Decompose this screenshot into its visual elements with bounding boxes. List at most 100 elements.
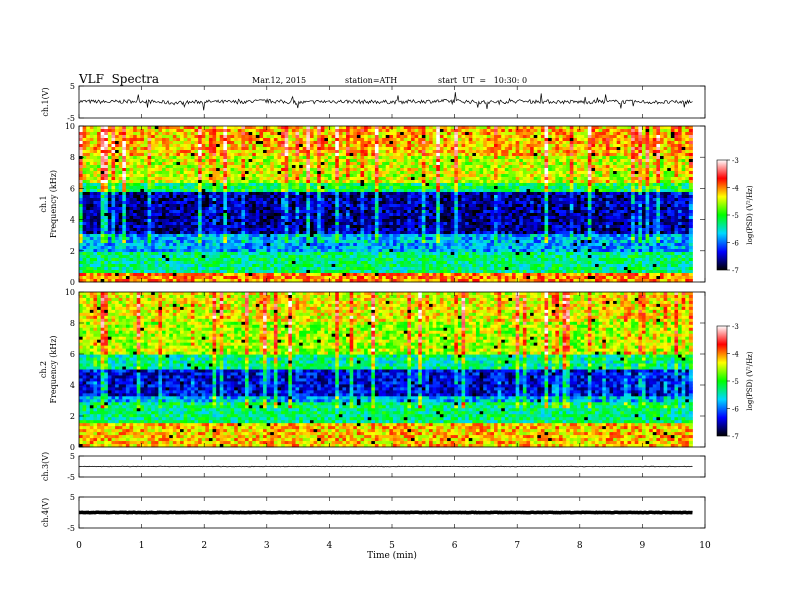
ch1-spectrogram-cell: [198, 162, 203, 166]
ch1-spectrogram-cell: [230, 186, 235, 190]
ch1-spectrogram-cell: [558, 198, 563, 202]
ch1-spectrogram-cell: [306, 189, 311, 193]
ch1-spectrogram-cell: [143, 174, 148, 178]
ch1-spectrogram-cell: [122, 129, 127, 133]
ch1-spectrogram-cell: [82, 198, 87, 202]
ch1-spectrogram-cell: [447, 195, 452, 199]
ch1-spectrogram-cell: [104, 153, 109, 157]
ch1-spectrogram-cell: [447, 189, 452, 193]
ch1-spectrogram-cell: [537, 144, 542, 148]
ch1-spectrogram-cell: [533, 180, 538, 184]
ch1-spectrogram-cell: [107, 192, 112, 196]
ch1-spectrogram-cell: [551, 171, 556, 175]
ch1-spectrogram-cell: [512, 192, 517, 196]
ch1-spectrogram-cell: [587, 165, 592, 169]
ch1-spectrogram-cell: [667, 210, 672, 214]
ch1-spectrogram-cell: [573, 189, 578, 193]
ch1-spectrogram-cell: [429, 180, 434, 184]
ch1-spectrogram-cell: [165, 168, 170, 172]
ch1-spectrogram-cell: [454, 207, 459, 211]
ch1-spectrogram-cell: [587, 201, 592, 205]
ch1-spectrogram-cell: [364, 162, 369, 166]
ch1-spectrogram-cell: [598, 159, 603, 163]
ch1-spectrogram-cell: [515, 189, 520, 193]
ch1-spectrogram-cell: [277, 132, 282, 136]
ch1-spectrogram-cell: [443, 126, 448, 130]
ch1-spectrogram-cell: [93, 174, 98, 178]
ch1-spectrogram-cell: [212, 177, 217, 181]
ch1-spectrogram-cell: [266, 204, 271, 208]
ch1-spectrogram-cell: [403, 141, 408, 145]
ch1-spectrogram-cell: [649, 132, 654, 136]
ch1-spectrogram-cell: [259, 195, 264, 199]
ch1-spectrogram-cell: [320, 129, 325, 133]
ch1-spectrogram-cell: [281, 204, 286, 208]
ch1-spectrogram-cell: [447, 168, 452, 172]
ch1-spectrogram-cell: [461, 129, 466, 133]
ch1-spectrogram-cell: [421, 201, 426, 205]
ch1-spectrogram-cell: [439, 171, 444, 175]
ch1-spectrogram-cell: [631, 156, 636, 160]
ch1-spectrogram-cell: [663, 162, 668, 166]
ch1-spectrogram-cell: [620, 192, 625, 196]
ch1-spectrogram-cell: [479, 192, 484, 196]
ch1-spectrogram-cell: [439, 192, 444, 196]
ch1-spectrogram-cell: [577, 168, 582, 172]
ch1-spectrogram-cell: [241, 126, 246, 130]
ch1-spectrogram-cell: [389, 129, 394, 133]
ch1-spectrogram-cell: [649, 165, 654, 169]
ch1-spectrogram-cell: [165, 162, 170, 166]
ch1-spectrogram-cell: [627, 192, 632, 196]
ch1-spectrogram-cell: [634, 198, 639, 202]
ch1-spectrogram-cell: [407, 174, 412, 178]
ch1-spectrogram-cell: [194, 144, 199, 148]
ch1-spectrogram-cell: [230, 162, 235, 166]
ch1-spectrogram-cell: [396, 183, 401, 187]
ch1-spectrogram-cell: [97, 210, 102, 214]
ch1-spectrogram-cell: [400, 141, 405, 145]
ch1-spectrogram-cell: [353, 177, 358, 181]
ch1-spectrogram-cell: [154, 213, 159, 217]
ch1-spectrogram-cell: [504, 147, 509, 151]
ch1-spectrogram-cell: [501, 141, 506, 145]
ch1-spectrogram-cell: [111, 141, 116, 145]
ch1-spectrogram-cell: [475, 201, 480, 205]
ch1-spectrogram-cell: [284, 153, 289, 157]
ch1-spectrogram-cell: [299, 186, 304, 190]
ch1-spectrogram-cell: [577, 192, 582, 196]
ch1-spectrogram-cell: [512, 180, 517, 184]
ch1-spectrogram-cell: [237, 156, 242, 160]
ch1-spectrogram-cell: [515, 144, 520, 148]
ch1-spectrogram-cell: [649, 192, 654, 196]
ch1-spectrogram-cell: [169, 159, 174, 163]
ch1-spectrogram-cell: [508, 207, 513, 211]
ch1-spectrogram-cell: [241, 198, 246, 202]
ch1-spectrogram-cell: [115, 150, 120, 154]
ch1-spectrogram-cell: [277, 138, 282, 142]
ch1-spectrogram-cell: [454, 159, 459, 163]
ch1-spectrogram-cell: [309, 129, 314, 133]
ch1-spectrogram-cell: [378, 147, 383, 151]
ch1-spectrogram-cell: [656, 162, 661, 166]
ch1-spectrogram-cell: [551, 135, 556, 139]
ch1-spectrogram-cell: [320, 156, 325, 160]
ch1-spectrogram-cell: [613, 201, 618, 205]
ch1-spectrogram-cell: [309, 153, 314, 157]
ch1-spectrogram-cell: [360, 126, 365, 130]
ch1-spectrogram-cell: [331, 129, 336, 133]
ch1-spectrogram-cell: [111, 207, 116, 211]
ch1-spectrogram-cell: [649, 138, 654, 142]
ch1-spectrogram-cell: [356, 138, 361, 142]
ch1-spectrogram-cell: [494, 156, 499, 160]
ch1-spectrogram-cell: [465, 141, 470, 145]
ch1-spectrogram-cell: [129, 159, 134, 163]
ch1-spectrogram-cell: [364, 171, 369, 175]
ch1-spectrogram-cell: [349, 132, 354, 136]
ch1-spectrogram-cell: [519, 156, 524, 160]
ch1-spectrogram-cell: [125, 186, 130, 190]
ch1-spectrogram-cell: [584, 165, 589, 169]
ch1-spectrogram-cell: [526, 198, 531, 202]
ch1-spectrogram-cell: [165, 183, 170, 187]
ch1-spectrogram-cell: [219, 168, 224, 172]
ch1-spectrogram-cell: [548, 183, 553, 187]
